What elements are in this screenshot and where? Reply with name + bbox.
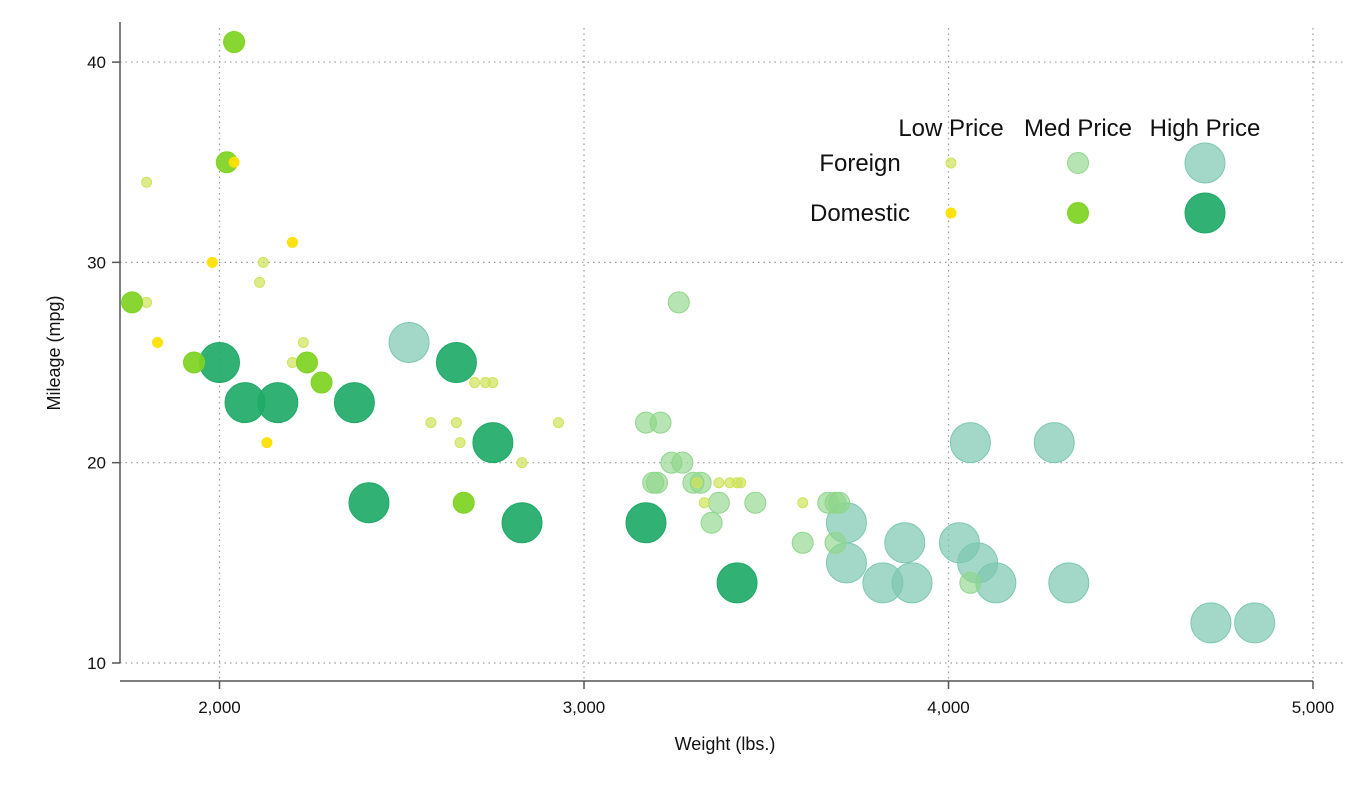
- legend-row-label: Foreign: [819, 150, 900, 177]
- point-foreign-med: [791, 531, 814, 554]
- point-domestic-low: [228, 156, 240, 168]
- legend-marker-foreign-med: [1067, 152, 1089, 174]
- point-foreign-high: [1048, 562, 1090, 604]
- legend-marker-foreign-high: [1184, 142, 1226, 184]
- point-domestic-high: [199, 342, 241, 384]
- point-foreign-low: [698, 497, 710, 509]
- point-foreign-low: [286, 357, 298, 369]
- point-foreign-med: [645, 471, 668, 494]
- point-foreign-low: [691, 477, 703, 489]
- point-domestic-med: [121, 291, 144, 314]
- point-domestic-med: [452, 491, 475, 514]
- legend-column-header: Low Price: [898, 115, 1003, 142]
- point-foreign-low: [713, 477, 725, 489]
- y-tick-label: 30: [87, 253, 106, 272]
- point-foreign-low: [450, 417, 462, 429]
- point-foreign-low: [141, 296, 153, 308]
- y-axis-title: Mileage (mpg): [44, 295, 64, 410]
- x-tick-label: 5,000: [1292, 698, 1335, 717]
- point-domestic-high: [501, 502, 543, 544]
- point-foreign-high: [1190, 602, 1232, 644]
- point-foreign-low: [516, 457, 528, 469]
- legend-marker-foreign-low: [945, 157, 957, 169]
- point-domestic-med: [310, 371, 333, 394]
- point-foreign-med: [959, 571, 982, 594]
- legend-marker-domestic-high: [1184, 192, 1226, 234]
- legend-column-header: Med Price: [1024, 115, 1132, 142]
- point-domestic-low: [261, 437, 273, 449]
- point-foreign-high: [1033, 422, 1075, 464]
- data-points: [121, 31, 1276, 644]
- point-domestic-high: [716, 562, 758, 604]
- point-domestic-low: [206, 256, 218, 268]
- legend: Low Price Med Price High Price Foreign Domes…: [810, 115, 1261, 234]
- point-foreign-low: [469, 377, 481, 389]
- point-foreign-med: [671, 451, 694, 474]
- x-tick-label: 3,000: [563, 698, 606, 717]
- point-foreign-low: [425, 417, 437, 429]
- point-foreign-low: [552, 417, 564, 429]
- point-foreign-low: [254, 276, 266, 288]
- point-foreign-low: [454, 437, 466, 449]
- point-foreign-med: [667, 291, 690, 314]
- point-foreign-med: [744, 491, 767, 514]
- point-foreign-high: [975, 562, 1017, 604]
- x-axis-title: Weight (lbs.): [675, 734, 776, 754]
- point-domestic-high: [472, 422, 514, 464]
- point-foreign-med: [824, 531, 847, 554]
- point-foreign-high: [884, 522, 926, 564]
- point-domestic-med: [223, 31, 246, 54]
- point-foreign-high: [949, 422, 991, 464]
- legend-marker-domestic-med: [1067, 202, 1089, 224]
- point-domestic-low: [286, 236, 298, 248]
- legend-column-header: High Price: [1150, 115, 1261, 142]
- y-tick-label: 40: [87, 53, 106, 72]
- point-domestic-high: [625, 502, 667, 544]
- grid-lines: [120, 28, 1345, 681]
- point-domestic-low: [152, 336, 164, 348]
- axes: 10 20 30 40 2,000 3,000 4,000 5,000: [87, 22, 1334, 717]
- point-foreign-high: [388, 321, 430, 363]
- y-tick-label: 10: [87, 654, 106, 673]
- point-foreign-med: [828, 491, 851, 514]
- point-foreign-low: [141, 176, 153, 188]
- y-tick-label: 20: [87, 454, 106, 473]
- point-foreign-med: [700, 511, 723, 534]
- point-foreign-med: [649, 411, 672, 434]
- point-foreign-low: [735, 477, 747, 489]
- point-domestic-high: [333, 382, 375, 424]
- point-foreign-low: [487, 377, 499, 389]
- point-domestic-med: [182, 351, 205, 374]
- point-foreign-med: [707, 491, 730, 514]
- point-foreign-high: [891, 562, 933, 604]
- point-foreign-low: [257, 256, 269, 268]
- point-domestic-high: [257, 382, 299, 424]
- point-foreign-low: [797, 497, 809, 509]
- point-domestic-high: [435, 342, 477, 384]
- point-domestic-high: [348, 482, 390, 524]
- legend-marker-domestic-low: [945, 207, 957, 219]
- point-foreign-high: [1234, 602, 1276, 644]
- point-foreign-low: [297, 336, 309, 348]
- legend-row-label: Domestic: [810, 200, 910, 227]
- point-domestic-med: [295, 351, 318, 374]
- x-tick-label: 4,000: [927, 698, 970, 717]
- x-tick-label: 2,000: [198, 698, 241, 717]
